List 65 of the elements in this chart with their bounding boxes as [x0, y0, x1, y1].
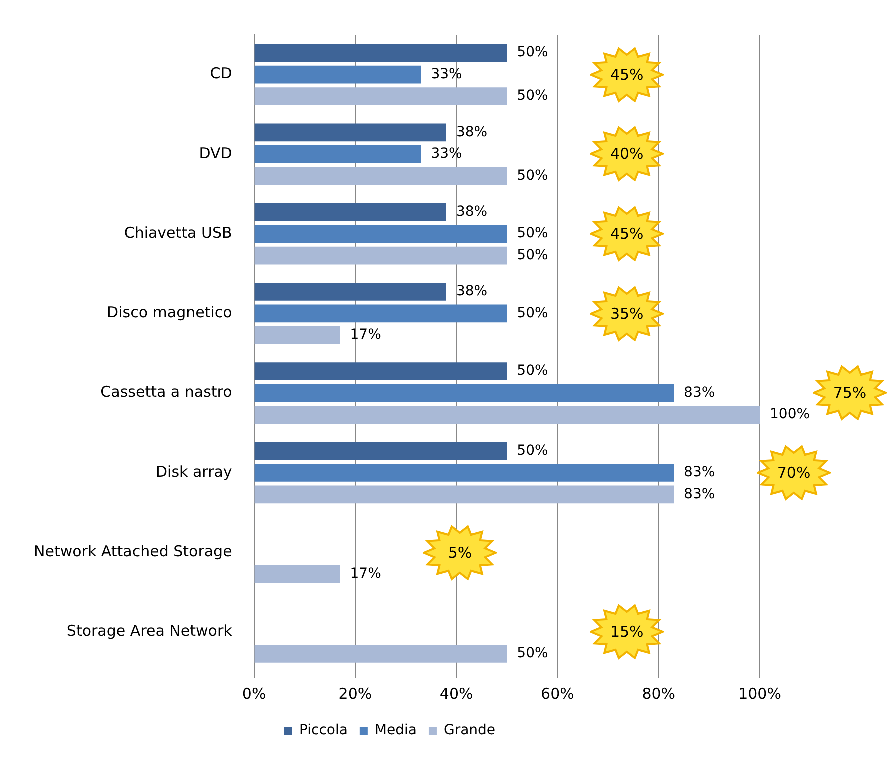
data-label: 33% [431, 146, 462, 162]
bar [254, 486, 674, 504]
bar [254, 88, 508, 106]
y-tick-label: DVD [199, 144, 232, 162]
data-label: 50% [517, 363, 548, 380]
bar [254, 464, 674, 482]
legend-label: Grande [444, 722, 496, 739]
data-label: 50% [517, 305, 548, 322]
data-label: 33% [431, 66, 462, 82]
bar [254, 124, 446, 142]
data-label: 38% [456, 284, 488, 300]
bar [254, 66, 422, 84]
y-tick-label: Network Attached Storage [34, 542, 232, 560]
legend-label: Piccola [299, 722, 348, 739]
bar [254, 225, 508, 243]
annotation: 15% [609, 623, 645, 642]
bar [254, 146, 422, 164]
data-label: 50% [517, 442, 548, 459]
data-label: 17% [350, 566, 382, 582]
data-label: 38% [456, 124, 488, 140]
bar [254, 203, 446, 222]
bar [254, 442, 508, 460]
data-label: 100% [770, 406, 810, 423]
bar [254, 44, 508, 62]
bar [254, 167, 508, 186]
data-label: 50% [517, 646, 548, 662]
x-tick-label: 100% [738, 684, 782, 703]
y-tick-label: CD [210, 64, 232, 83]
data-label: 50% [517, 247, 548, 264]
bar [254, 304, 508, 323]
x-tick-label: 40% [440, 684, 474, 703]
data-label: 17% [350, 327, 382, 344]
y-tick-label: Chiavetta USB [124, 224, 232, 242]
y-tick-label: Disco magnetico [107, 304, 232, 322]
bar [254, 565, 340, 584]
y-tick-label: Disk array [156, 462, 232, 481]
bar [254, 283, 446, 301]
bar [254, 362, 508, 380]
annotation: 5% [447, 544, 474, 562]
text: 75% [832, 384, 868, 402]
bar [254, 384, 674, 402]
x-tick-label: 20% [338, 684, 372, 703]
y-tick-label: Storage Area Network [66, 622, 233, 640]
data-label: 50% [517, 168, 548, 184]
x-tick-label: 60% [541, 684, 574, 703]
annotation: 40% [609, 145, 645, 164]
data-label: 50% [517, 44, 548, 61]
bar [254, 645, 508, 663]
annotation: 35% [609, 304, 645, 323]
legend-label: Media [374, 722, 417, 739]
x-tick-label: 0% [242, 684, 266, 703]
x-tick-label: 80% [642, 684, 676, 703]
data-label: 83% [684, 384, 716, 401]
y-tick-label: Cassetta a nastro [100, 383, 232, 402]
data-label: 38% [456, 204, 488, 220]
data-label: 50% [517, 88, 548, 104]
data-label: 83% [684, 464, 716, 481]
data-label: 50% [517, 226, 548, 242]
annotation: 45% [609, 225, 645, 244]
annotation: 45% [609, 66, 645, 84]
bar [254, 326, 340, 344]
bar [254, 406, 760, 424]
data-label: 83% [684, 486, 716, 502]
bar [254, 246, 508, 265]
text: 70% [776, 464, 812, 482]
